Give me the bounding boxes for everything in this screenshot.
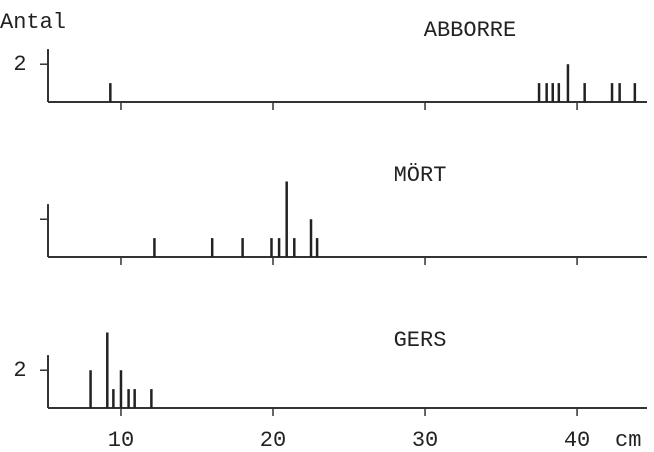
x-tick-label: 30 bbox=[412, 428, 438, 452]
x-tick-label: 10 bbox=[108, 428, 134, 452]
panel-title: ABBORRE bbox=[424, 18, 516, 43]
y-axis-label: Antal bbox=[0, 10, 66, 35]
x-tick-label: 40 bbox=[564, 428, 590, 452]
y-tick-label: 2 bbox=[13, 358, 26, 383]
x-axis-label: cm bbox=[615, 428, 641, 452]
panel-title: GERS bbox=[394, 328, 447, 353]
y-tick-label: 2 bbox=[13, 52, 26, 77]
x-tick-label: 20 bbox=[260, 428, 286, 452]
panel-title: MÖRT bbox=[394, 163, 447, 188]
